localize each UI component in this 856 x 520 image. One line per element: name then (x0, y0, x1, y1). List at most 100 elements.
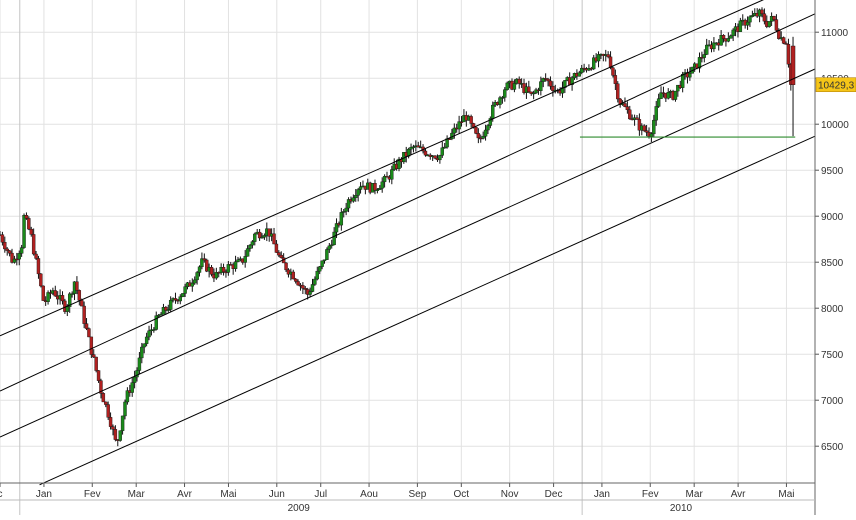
candle-body (729, 35, 733, 39)
candle-body (19, 247, 24, 254)
candle-body (577, 72, 582, 77)
candle-body (132, 376, 137, 383)
candle-body (592, 57, 596, 70)
candle-body (7, 250, 12, 254)
candle-body (233, 261, 238, 269)
candle-body (611, 67, 615, 76)
candle-body (166, 309, 170, 311)
candle-body (262, 235, 267, 238)
candle-body (245, 248, 250, 257)
candle-body (498, 97, 502, 105)
candle-body (712, 42, 716, 50)
candle-body (257, 231, 262, 239)
candle-body (202, 258, 207, 261)
candle-body (781, 37, 786, 44)
candle-body (250, 241, 255, 246)
candle-body (786, 44, 791, 65)
month-label: Nov (501, 489, 519, 500)
candle-body (92, 354, 96, 358)
candle-body (784, 43, 788, 45)
y-tick-label: 6500 (821, 442, 844, 453)
candle-body (332, 231, 336, 246)
candle-body (164, 307, 168, 311)
candle-body (104, 401, 108, 405)
candle-body (120, 415, 125, 431)
candle-body (738, 20, 743, 32)
candle-body (680, 74, 685, 88)
candle-body (60, 295, 65, 302)
y-axis: 6500700075008000850090009500100001050011… (814, 0, 849, 515)
candle-body (200, 258, 204, 268)
candle-body (99, 380, 103, 394)
y-tick-label: 9500 (821, 166, 844, 177)
candle-body (5, 248, 9, 251)
month-label: Sep (408, 489, 426, 500)
candle-body (649, 133, 654, 137)
candle-body (24, 215, 29, 219)
candle-body (317, 266, 322, 272)
candle-body (308, 291, 312, 295)
candle-body (486, 125, 490, 131)
candle-body (168, 299, 173, 310)
candle-body (772, 16, 776, 20)
candle-body (31, 234, 36, 255)
candle-body (546, 78, 550, 82)
candle-body (248, 244, 252, 249)
candle-body (322, 259, 327, 262)
candle-body (500, 97, 505, 99)
candle-body (41, 285, 45, 301)
candle-body (193, 279, 197, 284)
candle-body (291, 271, 295, 280)
candle-body (491, 104, 495, 119)
candle-body (190, 282, 195, 287)
candle-body (130, 382, 134, 393)
month-label: Jan (594, 489, 610, 500)
candle-body (137, 357, 142, 371)
candle-body (375, 189, 380, 191)
candle-body (94, 356, 98, 371)
candle-body (625, 106, 630, 111)
candle-body (613, 75, 618, 84)
candle-body (702, 54, 707, 58)
candle-body (397, 158, 401, 169)
candle-body (354, 195, 358, 199)
candle-body (512, 83, 517, 90)
candle-body (301, 285, 305, 289)
candle-body (529, 91, 533, 94)
candle-body (111, 426, 115, 430)
channel-line (0, 0, 764, 337)
candle-body (284, 262, 288, 271)
candle-body (760, 9, 764, 15)
channel-lines (0, 0, 816, 486)
candle-body (53, 290, 57, 297)
candle-body (517, 78, 521, 84)
candle-body (36, 258, 41, 275)
year-label: 2010 (670, 503, 693, 514)
candle-body (608, 56, 613, 69)
candle-body (82, 305, 86, 324)
candle-body (34, 253, 38, 259)
candle-body (144, 336, 149, 344)
candle-body (705, 44, 709, 55)
candle-body (152, 329, 156, 331)
candle-body (382, 176, 387, 183)
candle-body (209, 267, 214, 275)
candle-body (721, 35, 726, 39)
month-label: Avr (177, 489, 192, 500)
candle-body (46, 292, 50, 302)
candle-body (330, 244, 334, 247)
candle-body (75, 281, 79, 291)
candle-body (274, 243, 279, 253)
candle-body (243, 256, 247, 263)
candle-body (351, 197, 356, 202)
candle-body (3, 242, 7, 250)
y-tick-label: 10000 (821, 120, 849, 131)
candle-body (344, 207, 348, 212)
candle-body (101, 393, 106, 403)
y-tick-label: 8000 (821, 304, 844, 315)
month-label: Fev (84, 489, 101, 500)
current-value-box (815, 77, 856, 93)
candle-body (380, 181, 384, 189)
candle-body (423, 150, 428, 156)
candle-body (0, 234, 5, 243)
